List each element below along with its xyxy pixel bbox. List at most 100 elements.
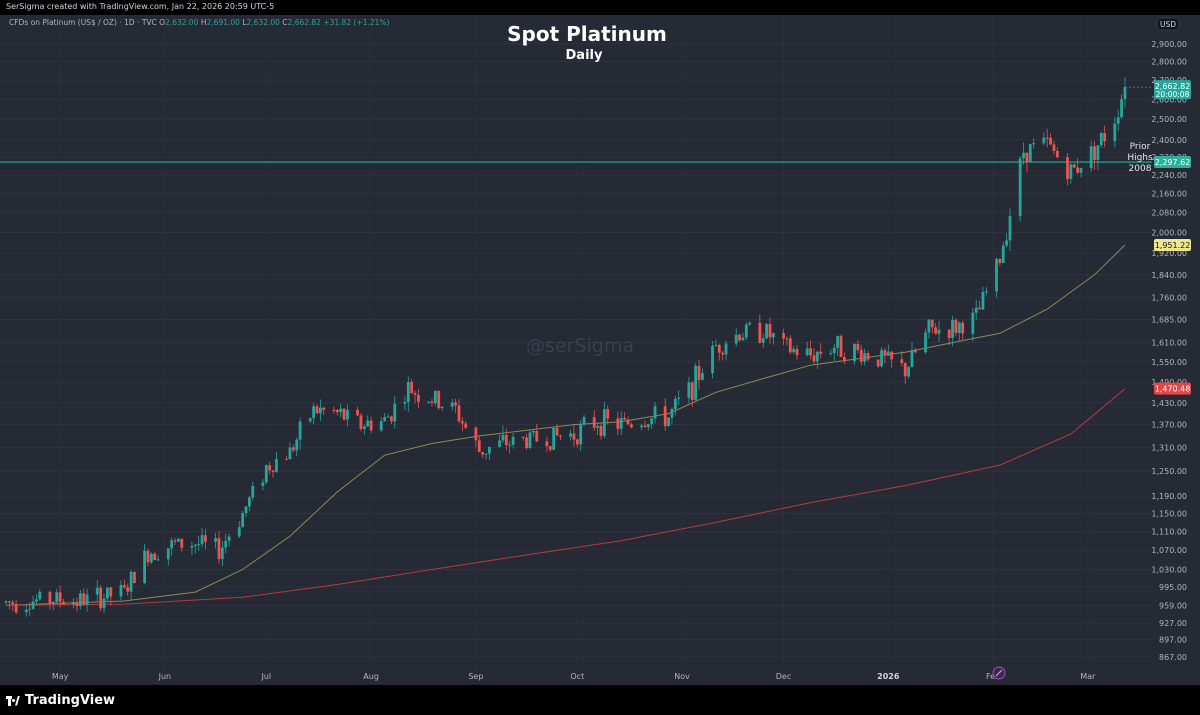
candle-body — [974, 307, 978, 313]
candle-body — [876, 359, 880, 367]
candle-body — [109, 587, 113, 597]
candle-body — [812, 355, 816, 362]
candle-body — [572, 433, 576, 440]
price-tick-label: 867.00 — [1159, 653, 1187, 662]
candle-body — [856, 344, 860, 350]
candle-body — [646, 424, 650, 427]
candle-body — [1116, 117, 1120, 124]
candle-body — [484, 453, 488, 455]
time-tick-label: Mar — [1080, 672, 1096, 681]
candle-body — [504, 434, 508, 446]
time-tick-label: 2026 — [877, 672, 900, 681]
price-tick-label: 1,685.00 — [1151, 316, 1187, 325]
candle-body — [1025, 152, 1029, 163]
candle-body — [596, 426, 599, 428]
candle-body — [531, 431, 535, 433]
ma-long-price-label: 1,470.48 — [1155, 385, 1191, 394]
resistance-note: 2008 — [1129, 164, 1152, 174]
candle-body — [765, 324, 769, 339]
candle-body — [427, 401, 430, 403]
price-tick-label: 1,310.00 — [1151, 443, 1187, 452]
candle-body — [4, 601, 8, 603]
candle-body — [890, 351, 894, 360]
candles — [4, 77, 1127, 617]
candle-body — [792, 348, 796, 353]
candle-body — [102, 598, 106, 609]
candle-body — [1055, 150, 1059, 158]
price-tick-label: 1,610.00 — [1151, 339, 1187, 348]
candle-body — [450, 402, 454, 407]
chart-area[interactable]: @serSigma Prior Highs 2008 2,900.00 2,800.0… — [0, 15, 1200, 685]
candle-body — [275, 459, 278, 472]
candle-body — [1008, 216, 1012, 241]
candle-body — [393, 403, 397, 422]
candle-body — [957, 322, 961, 333]
tradingview-logo[interactable]: TradingView — [6, 693, 115, 708]
candle-body — [880, 350, 883, 367]
candle-body — [14, 604, 18, 613]
candle-body — [1120, 99, 1123, 118]
candle-body — [555, 427, 559, 436]
candle-body — [298, 421, 302, 440]
price-tick-label: 1,250.00 — [1151, 467, 1187, 476]
candle-body — [85, 594, 89, 605]
candle-body — [714, 345, 718, 347]
price-tick-label: 1,490.00 — [1151, 378, 1187, 387]
candle-body — [95, 587, 99, 595]
candle-body — [197, 544, 201, 546]
candle-body — [575, 439, 579, 445]
candle-body — [106, 587, 109, 599]
candle-body — [346, 409, 349, 420]
candle-body — [261, 482, 265, 486]
candle-body — [900, 359, 904, 364]
candle-body — [288, 447, 292, 460]
price-axis[interactable]: 2,900.002,800.002,700.002,600.002,500.00… — [1151, 15, 1200, 685]
candle-body — [386, 416, 390, 418]
ma-long-price-label-bg — [1154, 382, 1191, 395]
candle-body — [521, 436, 525, 438]
top-credit-bar: SerSigma created with TradingView.com, J… — [0, 0, 1200, 15]
chart-subtitle: Daily — [566, 48, 603, 63]
candle-body — [389, 416, 393, 422]
price-tick-label: 1,070.00 — [1151, 546, 1187, 555]
time-axis[interactable]: May Jun Jul Aug Sep Oct Nov Dec 2026 Feb Mar — [52, 666, 1096, 681]
candle-body — [667, 417, 670, 427]
candle-body — [1018, 158, 1022, 217]
candle-body — [961, 322, 965, 334]
candle-body — [241, 513, 245, 528]
price-tick-label: 897.00 — [1159, 636, 1187, 645]
candle-body — [616, 418, 620, 429]
price-tick-label: 1,840.00 — [1151, 271, 1187, 280]
candle-body — [133, 571, 136, 584]
candle-body — [58, 592, 62, 602]
candle-body — [579, 424, 583, 445]
candle-body — [670, 409, 674, 418]
candle-body — [28, 608, 32, 610]
candle-body — [673, 398, 677, 410]
price-tick-label: 959.00 — [1159, 602, 1187, 611]
candle-body — [741, 337, 745, 341]
candle-body — [1045, 137, 1049, 139]
candle-body — [903, 363, 907, 377]
candle-body — [805, 348, 809, 356]
last-price-label: 2,662.82 — [1155, 82, 1191, 91]
currency-badge — [1156, 17, 1180, 31]
candle-body — [72, 602, 76, 605]
candle-body — [592, 417, 596, 428]
candle-body — [981, 291, 985, 310]
candle-body — [1005, 240, 1009, 246]
time-tick-label: Jun — [158, 672, 172, 681]
candle-body — [62, 601, 65, 605]
price-tick-label: 2,240.00 — [1151, 171, 1187, 180]
currency-label: USD — [1160, 20, 1176, 29]
price-tick-label: 2,080.00 — [1151, 209, 1187, 218]
candle-body — [227, 536, 231, 541]
candle-body — [454, 402, 458, 406]
candle-body — [569, 433, 572, 437]
candle-body — [1093, 146, 1096, 160]
candle-body — [204, 535, 207, 542]
candle-body — [24, 609, 28, 613]
candle-body — [153, 553, 157, 561]
price-tick-label: 2,000.00 — [1151, 228, 1187, 237]
